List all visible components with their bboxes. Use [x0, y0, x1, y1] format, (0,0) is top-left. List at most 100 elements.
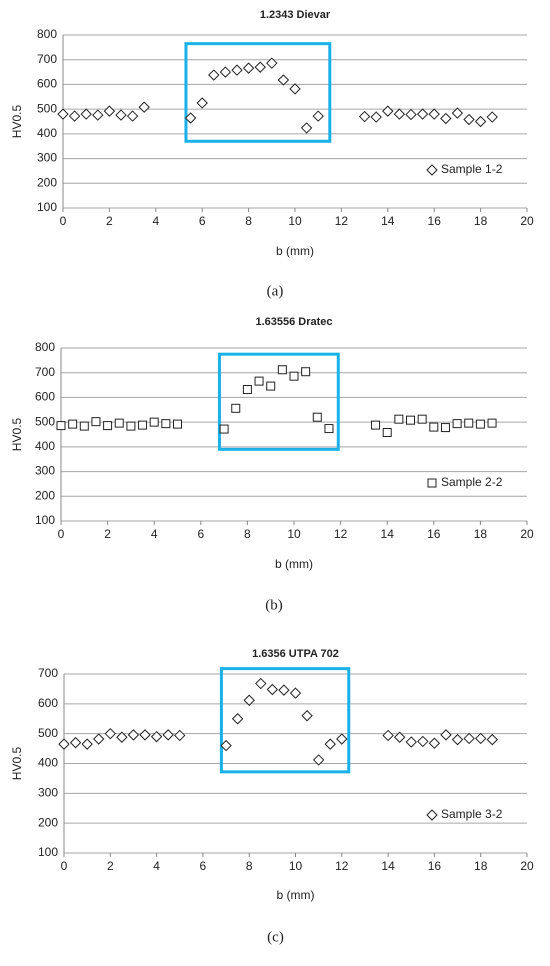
- y-tick-label: 400: [38, 756, 58, 770]
- point: [371, 420, 381, 430]
- point: [486, 111, 498, 123]
- point: [393, 731, 406, 743]
- point: [406, 415, 415, 425]
- point: [463, 113, 475, 126]
- x-tick-label: 0: [58, 527, 65, 541]
- x-tick-label: 20: [520, 527, 534, 541]
- y-tick-label: 600: [38, 696, 58, 710]
- x-tick-label: 8: [245, 214, 252, 228]
- y-tick-label: 100: [35, 513, 55, 527]
- point: [231, 403, 241, 413]
- x-tick-label: 18: [474, 214, 488, 228]
- caption: (c): [267, 929, 284, 945]
- x-tick-label: 18: [474, 527, 488, 541]
- point: [81, 738, 93, 750]
- chart-title: 1.63556 Dratec: [255, 316, 332, 328]
- y-tick-label: 300: [35, 464, 55, 478]
- point: [79, 421, 89, 431]
- point: [278, 684, 290, 696]
- point: [173, 419, 182, 429]
- point: [277, 365, 287, 375]
- y-tick-label: 600: [37, 77, 57, 91]
- point: [266, 57, 278, 69]
- highlight-box: [217, 352, 340, 451]
- point: [417, 414, 427, 424]
- point: [428, 737, 441, 749]
- x-tick-label: 14: [381, 214, 395, 228]
- point: [451, 733, 464, 746]
- y-tick-label: 200: [37, 175, 57, 189]
- x-tick-label: 8: [244, 527, 251, 541]
- x-axis-title: b (mm): [277, 888, 315, 902]
- y-tick-label: 600: [35, 390, 55, 404]
- x-tick-label: 8: [246, 859, 253, 873]
- chart-title: 1.6356 UTPA 702: [252, 648, 339, 660]
- point: [162, 729, 174, 741]
- point: [382, 729, 394, 742]
- point: [126, 110, 139, 122]
- legend-marker: [426, 164, 438, 176]
- point: [231, 713, 244, 725]
- highlight-box: [219, 667, 351, 774]
- y-tick-label: 500: [38, 726, 58, 740]
- point: [91, 417, 101, 427]
- legend-label: Sample 2-2: [441, 475, 503, 489]
- y-tick-label: 700: [35, 365, 55, 379]
- chart-title: 1.2343 Dievar: [260, 9, 331, 21]
- legend-label: Sample 1-2: [441, 162, 503, 176]
- point: [150, 730, 163, 743]
- y-tick-label: 800: [35, 340, 55, 354]
- caption: (a): [267, 283, 284, 299]
- point: [324, 424, 334, 434]
- point: [254, 61, 266, 73]
- point: [312, 754, 325, 766]
- point: [161, 419, 171, 429]
- point: [463, 732, 475, 745]
- x-tick-label: 6: [200, 859, 207, 873]
- x-tick-label: 4: [153, 859, 160, 873]
- point: [428, 108, 440, 120]
- x-tick-label: 16: [428, 214, 442, 228]
- x-tick-label: 12: [335, 214, 349, 228]
- point: [487, 418, 497, 428]
- y-tick-label: 100: [37, 200, 57, 214]
- y-tick-label: 300: [38, 786, 58, 800]
- point: [69, 736, 82, 749]
- y-axis-title: HV0.5: [10, 418, 24, 452]
- point: [266, 381, 276, 391]
- point: [451, 107, 464, 119]
- point: [300, 122, 313, 134]
- point: [266, 683, 279, 696]
- point: [289, 687, 302, 699]
- y-tick-label: 500: [37, 101, 57, 115]
- x-tick-label: 20: [520, 859, 534, 873]
- point: [115, 109, 127, 121]
- x-tick-label: 10: [288, 214, 302, 228]
- point: [440, 112, 452, 125]
- y-axis-title: HV0.5: [10, 747, 24, 781]
- point: [312, 110, 324, 122]
- x-tick-label: 10: [287, 527, 301, 541]
- x-tick-label: 6: [197, 527, 204, 541]
- legend-label: Sample 3-2: [441, 807, 503, 821]
- point: [440, 423, 450, 433]
- chart: 1.63556 Dratec 100 200 300 400 500 600 700 800 0 2…: [10, 316, 534, 614]
- x-tick-label: 20: [520, 214, 534, 228]
- x-tick-label: 16: [427, 527, 441, 541]
- point: [219, 424, 229, 434]
- x-tick-label: 4: [151, 527, 158, 541]
- point: [486, 733, 498, 746]
- highlight-box: [184, 42, 332, 143]
- point: [126, 421, 136, 431]
- x-tick-label: 2: [106, 214, 113, 228]
- point: [103, 421, 113, 431]
- x-tick-label: 18: [474, 859, 488, 873]
- point: [138, 101, 150, 113]
- point: [127, 729, 140, 741]
- x-tick-label: 6: [199, 214, 206, 228]
- point: [417, 735, 429, 748]
- point: [242, 62, 255, 74]
- point: [336, 733, 348, 745]
- point: [255, 677, 267, 690]
- x-tick-label: 0: [60, 214, 67, 228]
